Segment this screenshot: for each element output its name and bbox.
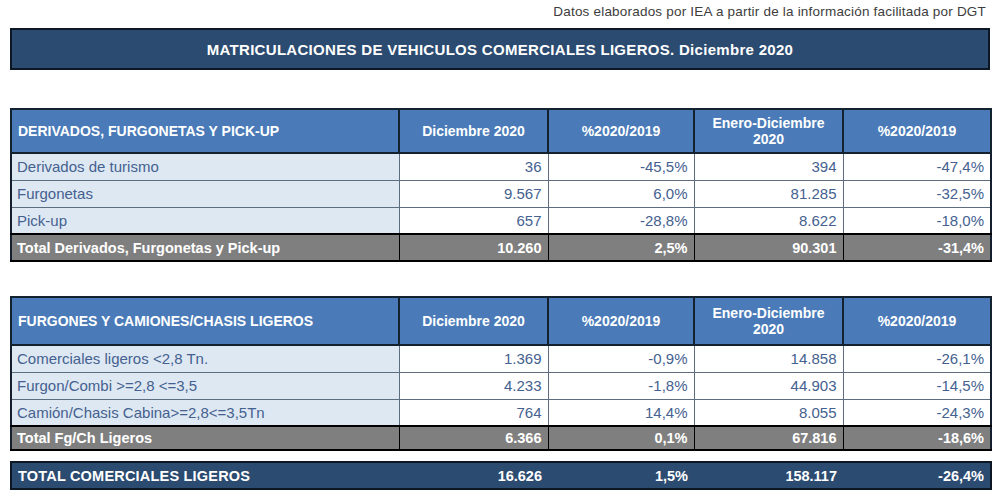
table-total-row: Total Derivados, Furgonetas y Pick-up 10… <box>11 234 991 261</box>
column-header-pct-ytd: %2020/2019 <box>843 297 991 345</box>
column-header-pct-ytd: %2020/2019 <box>843 109 991 153</box>
cell-value: 1.369 <box>399 345 548 372</box>
cell-value: -47,4% <box>843 153 991 180</box>
cell-value: 81.285 <box>694 180 843 207</box>
cell-value: 764 <box>399 399 548 426</box>
total-value: 90.301 <box>694 234 843 261</box>
total-value: 10.260 <box>399 234 548 261</box>
total-value: 6.366 <box>399 426 548 450</box>
cell-value: 8.622 <box>694 207 843 234</box>
column-header-pct-month: %2020/2019 <box>548 297 694 345</box>
cell-value: -1,8% <box>548 372 694 399</box>
total-label: Total Derivados, Furgonetas y Pick-up <box>11 234 399 261</box>
grand-total-value: 158.117 <box>694 462 843 489</box>
cell-value: 36 <box>399 153 548 180</box>
column-header-enero-diciembre: Enero-Diciembre 2020 <box>694 109 843 153</box>
cell-value: 6,0% <box>548 180 694 207</box>
cell-value: -32,5% <box>843 180 991 207</box>
row-label: Furgonetas <box>11 180 399 207</box>
cell-value: 8.055 <box>694 399 843 426</box>
report-page: Datos elaborados por IEA a partir de la … <box>0 0 1000 500</box>
total-value: 0,1% <box>548 426 694 450</box>
cell-value: 394 <box>694 153 843 180</box>
row-label: Derivados de turismo <box>11 153 399 180</box>
row-label: Comerciales ligeros <2,8 Tn. <box>11 345 399 372</box>
total-value: 67.816 <box>694 426 843 450</box>
grand-total-value: 1,5% <box>548 462 694 489</box>
cell-value: -14,5% <box>843 372 991 399</box>
cell-value: 44.903 <box>694 372 843 399</box>
table-total-row: Total Fg/Ch Ligeros 6.366 0,1% 67.816 -1… <box>11 426 991 450</box>
table-row: Derivados de turismo 36 -45,5% 394 -47,4… <box>11 153 991 180</box>
page-title: MATRICULACIONES DE VEHICULOS COMERCIALES… <box>207 41 794 58</box>
table-row: Pick-up 657 -28,8% 8.622 -18,0% <box>11 207 991 234</box>
table-furgones-camiones-chasis: FURGONES Y CAMIONES/CHASIS LIGEROS Dicie… <box>10 296 992 451</box>
cell-value: 14,4% <box>548 399 694 426</box>
cell-value: 4.233 <box>399 372 548 399</box>
cell-value: -45,5% <box>548 153 694 180</box>
grand-total-label: TOTAL COMERCIALES LIGEROS <box>11 462 399 489</box>
table-header-row: FURGONES Y CAMIONES/CHASIS LIGEROS Dicie… <box>11 297 991 345</box>
table-row: Camión/Chasis Cabina>=2,8<=3,5Tn 764 14,… <box>11 399 991 426</box>
table-row: Furgon/Combi >=2,8 <=3,5 4.233 -1,8% 44.… <box>11 372 991 399</box>
report-title-bar: MATRICULACIONES DE VEHICULOS COMERCIALES… <box>10 28 990 70</box>
source-note: Datos elaborados por IEA a partir de la … <box>553 4 986 19</box>
cell-value: -28,8% <box>548 207 694 234</box>
column-header-pct-month: %2020/2019 <box>548 109 694 153</box>
cell-value: 657 <box>399 207 548 234</box>
grand-total-value: -26,4% <box>843 462 991 489</box>
column-header-enero-diciembre: Enero-Diciembre 2020 <box>694 297 843 345</box>
row-label: Pick-up <box>11 207 399 234</box>
grand-total-value: 16.626 <box>399 462 548 489</box>
table-derivados-furgonetas-pickup: DERIVADOS, FURGONETAS Y PICK-UP Diciembr… <box>10 108 992 262</box>
cell-value: -0,9% <box>548 345 694 372</box>
row-label: Furgon/Combi >=2,8 <=3,5 <box>11 372 399 399</box>
cell-value: -24,3% <box>843 399 991 426</box>
table-section-title: DERIVADOS, FURGONETAS Y PICK-UP <box>11 109 399 153</box>
cell-value: -18,0% <box>843 207 991 234</box>
total-value: -18,6% <box>843 426 991 450</box>
cell-value: 14.858 <box>694 345 843 372</box>
row-label: Camión/Chasis Cabina>=2,8<=3,5Tn <box>11 399 399 426</box>
table-row: Comerciales ligeros <2,8 Tn. 1.369 -0,9%… <box>11 345 991 372</box>
column-header-diciembre: Diciembre 2020 <box>399 297 548 345</box>
total-value: 2,5% <box>548 234 694 261</box>
cell-value: -26,1% <box>843 345 991 372</box>
table-header-row: DERIVADOS, FURGONETAS Y PICK-UP Diciembr… <box>11 109 991 153</box>
total-label: Total Fg/Ch Ligeros <box>11 426 399 450</box>
table-section-title: FURGONES Y CAMIONES/CHASIS LIGEROS <box>11 297 399 345</box>
column-header-diciembre: Diciembre 2020 <box>399 109 548 153</box>
grand-total-row: TOTAL COMERCIALES LIGEROS 16.626 1,5% 15… <box>10 461 992 490</box>
table-row: Furgonetas 9.567 6,0% 81.285 -32,5% <box>11 180 991 207</box>
total-value: -31,4% <box>843 234 991 261</box>
cell-value: 9.567 <box>399 180 548 207</box>
